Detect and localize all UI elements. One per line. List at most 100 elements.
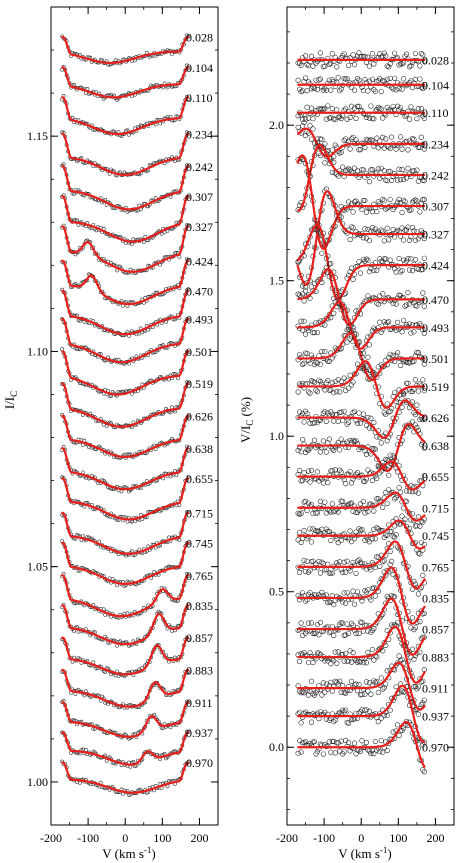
observed-point [368, 415, 374, 421]
observed-point [320, 751, 326, 757]
observed-point [393, 87, 399, 93]
left-profile-0.501 [60, 347, 191, 399]
observed-point [298, 449, 304, 455]
right-phase-label: 0.857 [422, 623, 449, 637]
observed-point [368, 103, 374, 109]
observed-point [387, 408, 393, 414]
left-phase-label: 0.655 [186, 472, 213, 486]
left-phase-label: 0.638 [186, 442, 213, 456]
observed-point [335, 649, 341, 655]
observed-point [308, 620, 315, 626]
observed-point [305, 659, 312, 666]
observed-point [299, 291, 306, 297]
right-phase-label: 0.638 [422, 439, 449, 453]
observed-point [378, 715, 384, 721]
model-line [61, 318, 190, 364]
left-profile-0.470 [60, 287, 191, 338]
observed-point [338, 436, 344, 442]
observed-point [328, 537, 334, 544]
observed-point [372, 536, 378, 542]
observed-point [297, 351, 303, 358]
observed-point [168, 474, 173, 479]
observed-point [350, 209, 356, 215]
model-line [61, 477, 190, 521]
left-phase-label: 0.493 [186, 313, 213, 327]
left-profile-0.110 [60, 93, 191, 139]
right-profile-0.745 [295, 513, 427, 557]
observed-point [375, 689, 381, 696]
left-profile-0.626 [60, 413, 191, 460]
left-phase-label: 0.715 [186, 506, 213, 520]
observed-point [305, 468, 312, 474]
observed-point [389, 134, 395, 140]
observed-point [311, 437, 318, 443]
observed-point [374, 135, 380, 141]
observed-point [397, 362, 404, 368]
observed-point [329, 688, 335, 694]
observed-point [329, 106, 335, 112]
left-x-label-sup: -1 [144, 845, 152, 855]
observed-point [399, 146, 405, 152]
observed-point [369, 137, 375, 143]
model-line [61, 761, 190, 794]
observed-point [374, 654, 380, 660]
left-x-tick-label: -200 [40, 831, 62, 845]
observed-point [351, 87, 358, 93]
right-x-label-sup: -1 [380, 845, 388, 855]
right-phase-label: 0.745 [422, 529, 449, 543]
model-line [61, 668, 190, 708]
observed-point [408, 256, 414, 262]
model-line [61, 132, 190, 177]
observed-point [386, 319, 392, 325]
observed-point [343, 651, 349, 657]
observed-point [311, 85, 318, 91]
observed-point [307, 479, 313, 485]
observed-point [392, 50, 398, 56]
right-phase-label: 0.234 [422, 137, 449, 151]
observed-point [320, 480, 326, 486]
observed-point [305, 115, 312, 121]
right-profile-0.234 [295, 119, 427, 166]
observed-point [417, 551, 423, 557]
observed-point [337, 748, 343, 754]
observed-point [348, 539, 355, 545]
model-line [61, 511, 190, 555]
observed-point [400, 257, 407, 263]
observed-point [329, 380, 335, 386]
left-phase-label: 0.857 [186, 631, 213, 645]
observed-point [319, 692, 325, 698]
observed-point [338, 149, 344, 156]
left-profile-0.911 [60, 698, 191, 741]
observed-point [356, 630, 362, 637]
observed-point [347, 468, 353, 475]
observed-point [394, 319, 401, 325]
observed-point [299, 590, 306, 596]
left-panel: 1.00 1.05 1.10 1.15 -200 -100 0 100 200 0.028 0.1… [2, 6, 219, 861]
observed-point [360, 498, 367, 505]
left-profile-0.104 [60, 63, 191, 102]
observed-point [396, 485, 402, 491]
left-profile-0.242 [60, 162, 191, 214]
observed-point [405, 165, 411, 171]
right-profile-0.765 [295, 532, 427, 597]
observed-point [411, 329, 417, 335]
left-profile-0.028 [60, 33, 191, 67]
left-profile-0.234 [60, 130, 191, 178]
observed-point [386, 237, 392, 243]
left-profile-0.307 [60, 193, 191, 246]
observed-point [353, 115, 359, 121]
observed-point [409, 646, 416, 652]
observed-point [354, 558, 361, 564]
observed-point [356, 259, 362, 265]
left-phase-label: 0.242 [186, 160, 213, 174]
left-phase-label: 0.970 [186, 756, 213, 770]
observed-point [378, 440, 384, 446]
model-line [61, 259, 190, 306]
observed-point [322, 322, 328, 328]
observed-point [381, 168, 387, 174]
observed-point [365, 688, 371, 694]
right-phase-label: 0.883 [422, 651, 449, 665]
left-phase-label: 0.470 [186, 285, 213, 299]
right-panel: 0.0 0.5 1.0 1.5 2.0 -200 -100 0 100 200 0.028 0.10… [238, 6, 455, 861]
observed-point [346, 62, 352, 69]
